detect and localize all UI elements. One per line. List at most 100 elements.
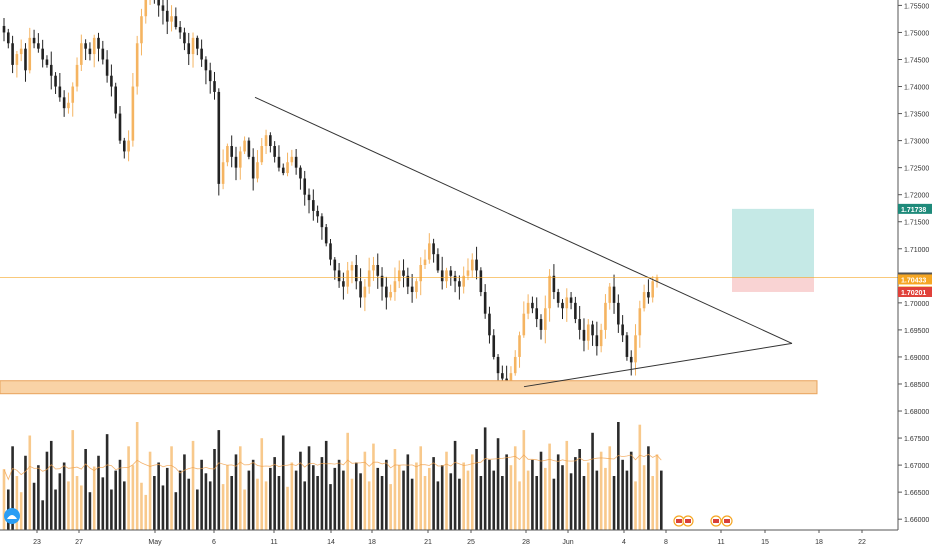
volume-bar <box>574 457 577 530</box>
candle-body <box>92 37 96 55</box>
candle-body <box>621 324 624 336</box>
y-tick-label: 1.71500 <box>904 220 929 227</box>
volume-bar <box>67 481 70 530</box>
x-tick-label: 28 <box>522 539 530 546</box>
volume-bar <box>522 430 526 530</box>
candle-body <box>260 146 264 163</box>
candle-body <box>578 319 581 330</box>
volume-bar <box>518 481 521 530</box>
volume-bar <box>359 473 362 530</box>
candle-body <box>548 275 551 309</box>
volume-bar <box>144 494 148 530</box>
candle-body <box>19 48 23 55</box>
volume-bar <box>127 446 130 530</box>
volume-bar <box>174 492 178 530</box>
candle-body <box>307 194 311 201</box>
volume-bar <box>458 478 461 530</box>
volume-bar <box>346 432 349 530</box>
volume-bar <box>131 465 135 530</box>
volume-bar <box>200 459 203 530</box>
volume-bar <box>157 462 160 530</box>
volume-bar <box>161 485 165 530</box>
candle-body <box>518 335 521 357</box>
candle-body <box>256 162 259 179</box>
volume-bar <box>294 470 298 530</box>
candle-body <box>122 140 126 152</box>
volume-bar <box>62 462 66 530</box>
volume-bar <box>88 492 92 530</box>
volume-bar <box>544 467 547 530</box>
volume-bar <box>428 467 431 530</box>
candle-body <box>509 373 513 384</box>
candle-body <box>393 281 397 293</box>
descending-trendline <box>254 96 793 344</box>
y-tick-label: 1.68000 <box>904 409 929 416</box>
volume-bar <box>354 462 358 530</box>
candle-body <box>380 275 384 287</box>
candle-body <box>45 59 49 65</box>
volume-bar <box>509 465 513 530</box>
volume-bar <box>526 470 530 530</box>
candle-body <box>281 167 285 174</box>
volume-bar <box>397 465 401 530</box>
candle-body <box>316 210 319 217</box>
candle-body <box>54 75 57 87</box>
volume-bar <box>402 470 405 530</box>
candle-body <box>582 329 586 341</box>
candle-body <box>415 281 418 293</box>
volume-bar <box>256 478 259 530</box>
candle-body <box>62 97 66 109</box>
candle-body <box>625 335 629 357</box>
volume-bar <box>569 473 573 530</box>
candle-body <box>191 37 195 55</box>
candle-body <box>144 0 148 17</box>
candle-body <box>419 265 423 282</box>
y-tick-label: 1.74500 <box>904 57 929 64</box>
volume-bar <box>312 465 315 530</box>
volume-bar <box>269 467 272 530</box>
y-tick-label: 1.71000 <box>904 247 929 254</box>
candle-body <box>535 308 539 320</box>
y-tick-label: 1.69500 <box>904 328 929 335</box>
y-tick-label: 1.75500 <box>904 3 929 10</box>
candle-body <box>544 308 547 330</box>
y-tick-label: 1.69000 <box>904 355 929 362</box>
candle-body <box>440 270 444 282</box>
volume-bar <box>71 430 75 530</box>
volume-bar <box>24 455 27 530</box>
volume-bar <box>281 435 285 530</box>
candle-body <box>234 156 238 168</box>
x-tick-label: 18 <box>368 539 376 546</box>
candle-body <box>350 265 354 271</box>
candle-body <box>647 292 650 298</box>
y-tick-label: 1.68500 <box>904 382 929 389</box>
candle-body <box>552 275 556 293</box>
candle-body <box>84 43 87 49</box>
x-tick-label: 21 <box>424 539 432 546</box>
volume-bar <box>217 430 221 530</box>
candle-body <box>49 64 53 76</box>
volume-bar <box>251 459 255 530</box>
candle-body <box>238 151 242 168</box>
volume-bar <box>243 489 246 530</box>
volume-bar <box>187 478 191 530</box>
volume-bar <box>548 443 551 530</box>
flag-icon-fill <box>685 519 691 523</box>
candle-body <box>37 43 40 49</box>
candle-body <box>165 10 169 22</box>
candle-body <box>642 292 646 309</box>
volume-bar <box>320 457 324 530</box>
candle-body <box>41 48 44 60</box>
volume-bar <box>337 459 341 530</box>
candle-body <box>324 227 328 244</box>
candle-body <box>445 270 448 282</box>
y-tick-label: 1.66500 <box>904 490 929 497</box>
volume-bar <box>11 446 14 530</box>
volume-bar <box>183 454 186 530</box>
target-price-label-bg <box>898 203 932 214</box>
volume-bar <box>440 465 444 530</box>
volume-bar <box>238 446 242 530</box>
volume-bar <box>84 449 87 530</box>
volume-bar <box>634 481 637 530</box>
